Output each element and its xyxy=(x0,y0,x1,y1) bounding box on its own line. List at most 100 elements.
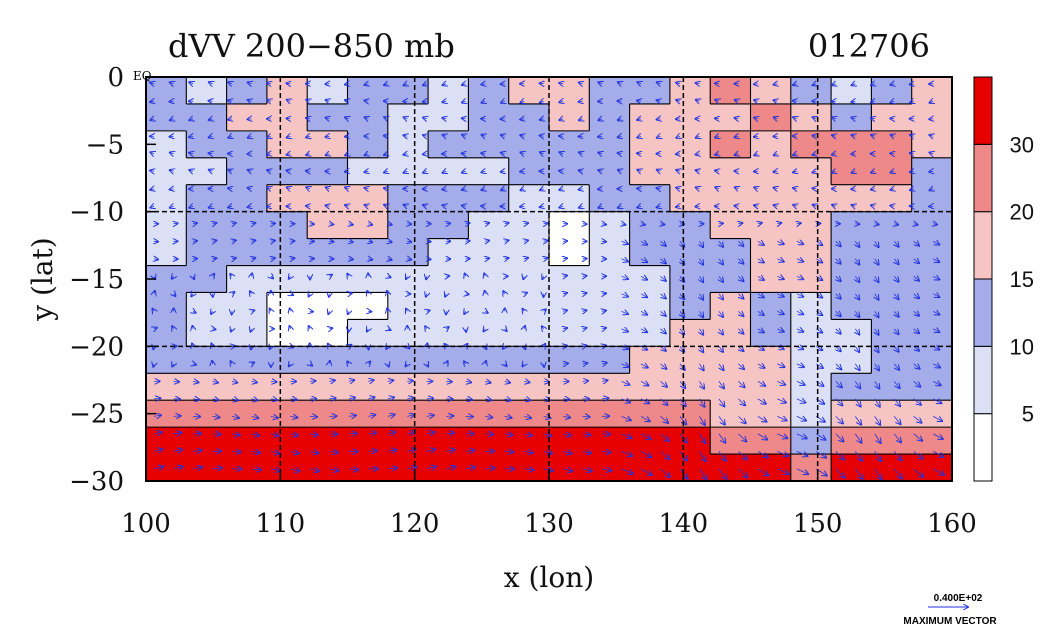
field-cell xyxy=(186,265,228,294)
field-cell xyxy=(146,454,187,481)
field-cell xyxy=(428,265,469,294)
wind-vector xyxy=(618,82,622,84)
wind-vector xyxy=(501,189,505,191)
wind-vector xyxy=(637,206,641,207)
field-cell xyxy=(589,319,631,347)
wind-vector xyxy=(484,273,485,276)
wind-vector xyxy=(738,433,746,442)
field-cell xyxy=(307,292,349,320)
wind-vector xyxy=(699,363,703,371)
wind-vector xyxy=(913,364,920,369)
wind-vector xyxy=(481,171,485,172)
wind-vector xyxy=(228,119,232,120)
wind-vector xyxy=(542,326,544,328)
field-cell xyxy=(790,319,832,347)
wind-vector xyxy=(660,416,668,423)
field-cell xyxy=(629,319,671,347)
wind-vector xyxy=(583,328,587,329)
wind-vector xyxy=(462,205,466,206)
field-cell xyxy=(750,454,792,481)
wind-vector xyxy=(364,101,368,102)
wind-vector xyxy=(406,309,407,312)
wind-vector xyxy=(443,84,447,85)
wind-vector xyxy=(796,259,803,262)
wind-vector xyxy=(150,152,154,153)
wind-vector xyxy=(832,171,836,172)
wind-vector xyxy=(855,276,859,282)
wind-vector xyxy=(348,398,355,399)
wind-vector xyxy=(563,399,569,400)
wind-vector xyxy=(832,135,836,136)
wind-vector xyxy=(150,189,154,190)
wind-vector xyxy=(543,381,550,382)
field-cell xyxy=(508,427,550,455)
field-cell xyxy=(468,211,510,240)
field-cell xyxy=(186,211,228,240)
wind-vector xyxy=(875,381,880,388)
field-cell xyxy=(468,238,510,267)
wind-vector xyxy=(267,100,271,101)
wind-vector xyxy=(462,84,466,85)
wind-vector xyxy=(170,119,174,121)
wind-vector xyxy=(583,363,588,364)
wind-vector xyxy=(248,100,252,101)
field-cell xyxy=(428,103,469,132)
wind-vector xyxy=(754,187,758,188)
wind-vector xyxy=(913,398,921,405)
field-cell xyxy=(146,373,187,401)
field-cell xyxy=(428,346,469,374)
wind-vector xyxy=(485,223,489,224)
field-cell xyxy=(911,77,952,105)
field-cell xyxy=(750,346,792,374)
wind-vector xyxy=(540,206,544,207)
wind-vector xyxy=(699,328,703,335)
wind-vector xyxy=(621,311,628,314)
wind-vector xyxy=(933,276,939,279)
wind-vector xyxy=(544,344,546,346)
wind-vector xyxy=(563,416,570,417)
field-cell xyxy=(831,157,872,186)
field-cell xyxy=(146,427,187,455)
wind-vector xyxy=(347,361,349,363)
wind-vector xyxy=(855,363,860,370)
wind-vector xyxy=(348,469,358,470)
wind-vector xyxy=(290,326,291,329)
field-cell xyxy=(266,319,308,347)
wind-vector xyxy=(387,308,388,311)
wind-vector xyxy=(170,170,174,171)
field-cell xyxy=(549,400,590,428)
wind-vector xyxy=(326,187,330,188)
wind-vector xyxy=(832,154,836,155)
wind-vector xyxy=(423,135,427,136)
wind-vector xyxy=(660,259,665,264)
wind-vector xyxy=(754,100,758,101)
wind-vector xyxy=(582,469,592,471)
field-cell xyxy=(750,427,792,455)
field-cell xyxy=(871,427,913,455)
wind-vector xyxy=(212,329,215,330)
wind-vector xyxy=(345,205,349,206)
colorbar-swatch xyxy=(973,413,993,482)
field-cell xyxy=(871,103,913,132)
field-cell xyxy=(669,157,711,186)
wind-vector xyxy=(287,136,291,137)
wind-vector xyxy=(232,381,237,382)
wind-vector xyxy=(427,364,428,367)
field-cell xyxy=(629,346,671,374)
wind-vector xyxy=(583,293,587,294)
wind-vector xyxy=(893,416,900,424)
wind-vector xyxy=(640,399,649,404)
wind-vector xyxy=(891,135,895,137)
wind-vector xyxy=(407,467,416,469)
field-cell xyxy=(508,103,550,132)
colorbar-label: 10 xyxy=(1010,334,1034,359)
y-axis-label: y (lat) xyxy=(26,237,59,321)
field-cell xyxy=(831,373,872,401)
wind-vector xyxy=(640,364,648,368)
wind-vector xyxy=(874,433,881,443)
field-cell xyxy=(508,265,550,294)
wind-vector xyxy=(442,205,446,206)
wind-vector xyxy=(231,329,232,332)
field-cell xyxy=(669,319,711,347)
wind-vector xyxy=(676,170,680,171)
